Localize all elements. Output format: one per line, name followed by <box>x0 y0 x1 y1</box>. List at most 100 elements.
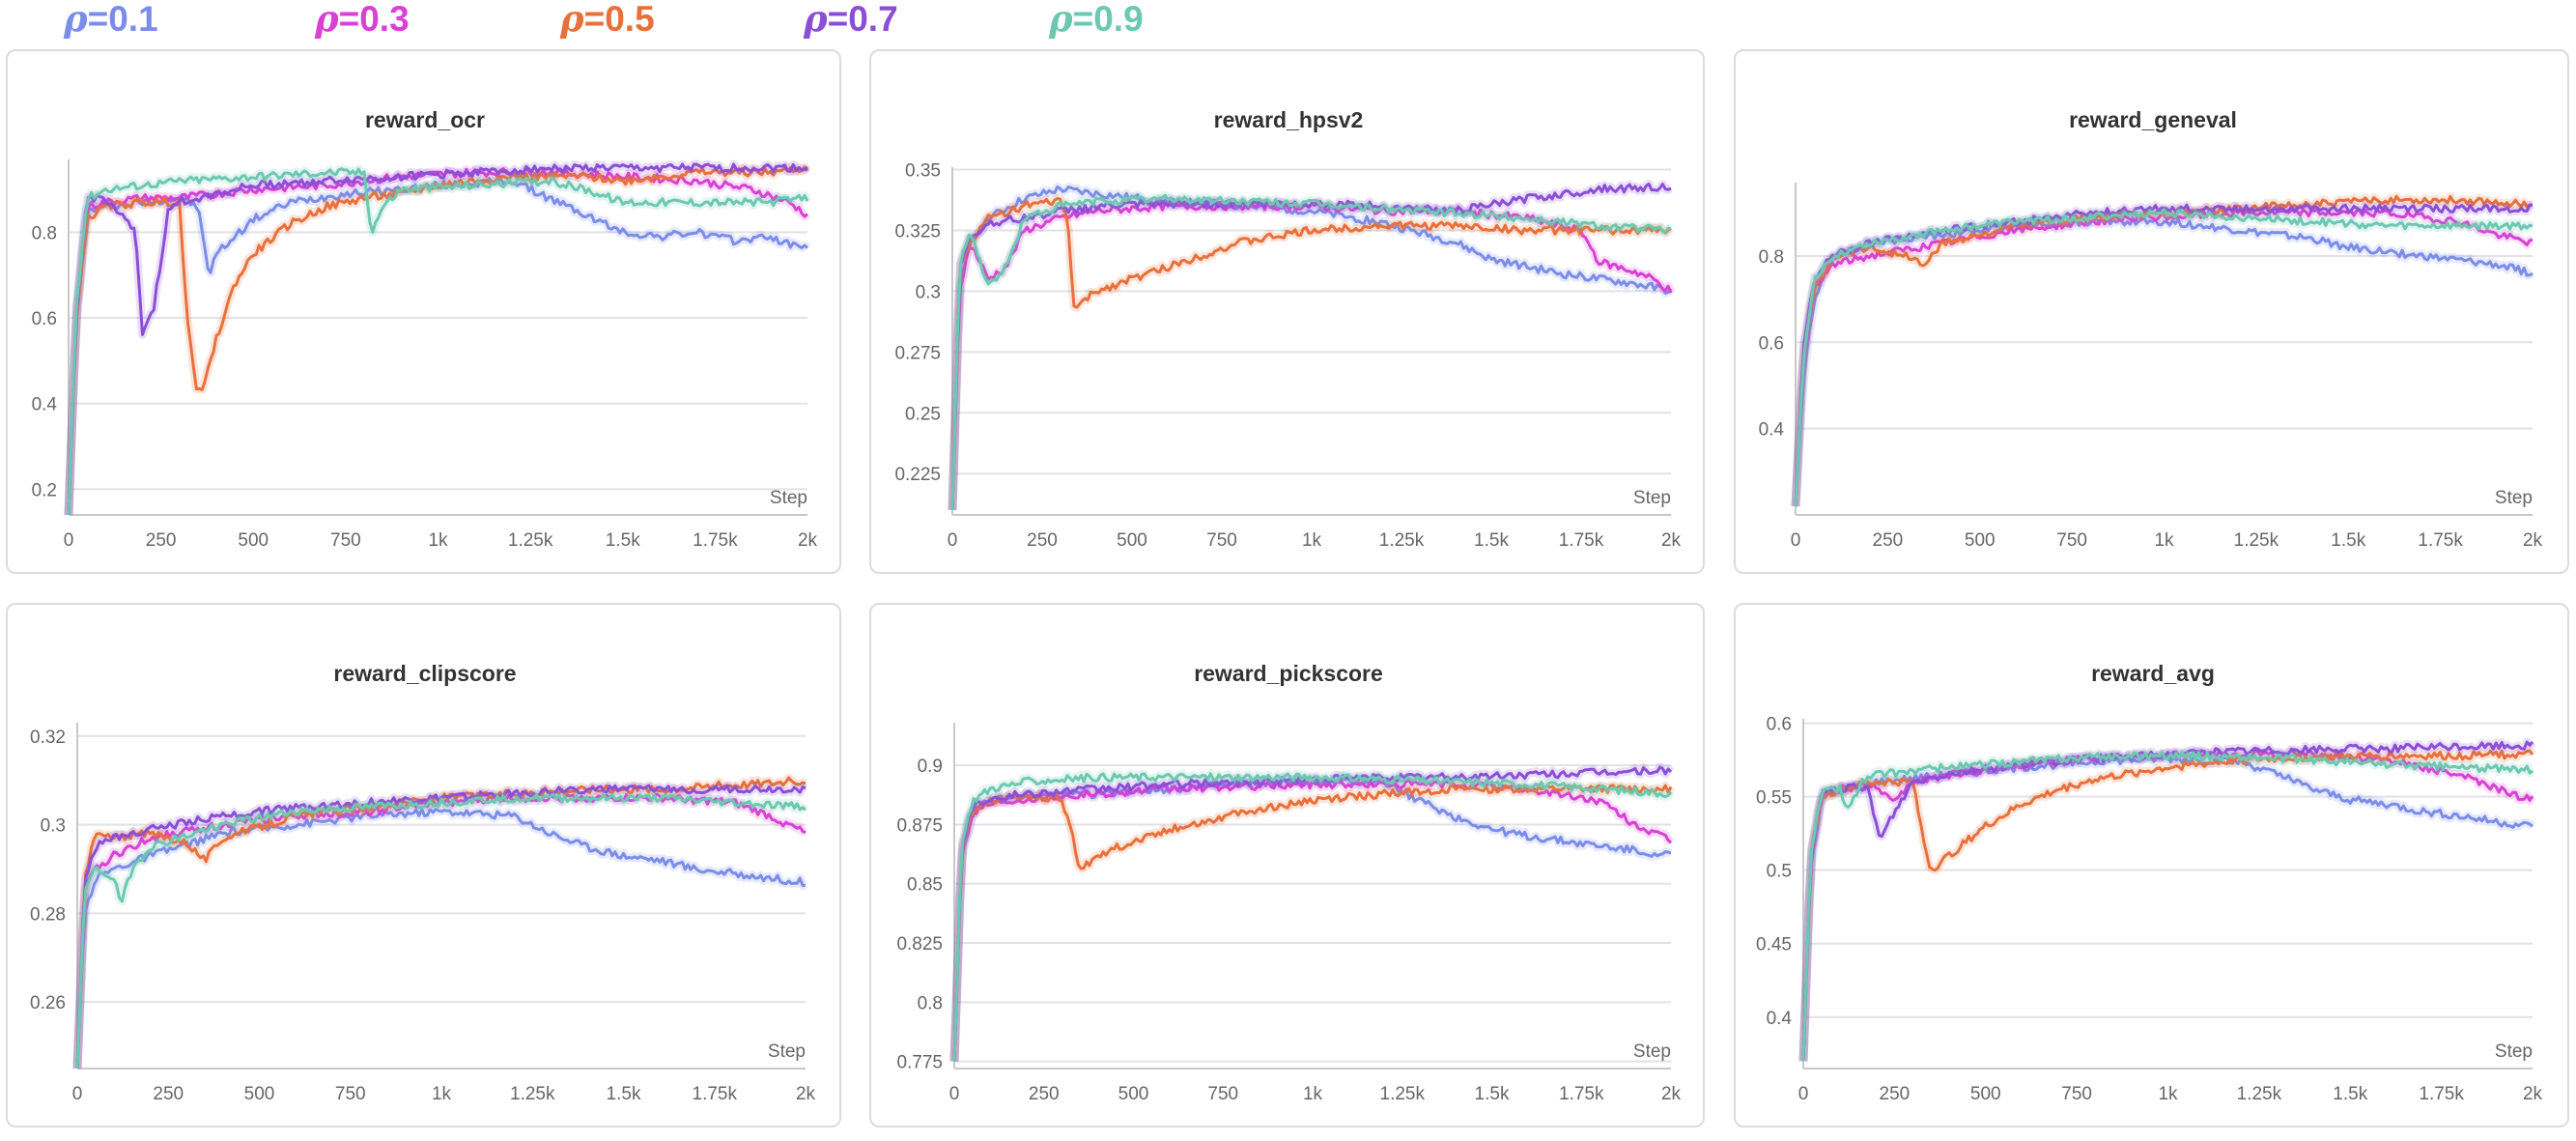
x-tick-label: 0 <box>949 1084 960 1104</box>
x-tick-label: 2k <box>1661 530 1682 551</box>
series-line <box>950 182 1672 511</box>
x-tick-label: 1.75k <box>1559 530 1604 551</box>
x-axis-label: Step <box>2495 488 2533 508</box>
x-tick-label: 1.75k <box>2418 530 2463 551</box>
chart-panel-reward-pickscore: reward_pickscore 0.775 0.8 0.825 0.85 0.875 0.… <box>869 603 1705 1127</box>
series-line <box>950 185 1673 511</box>
x-tick-label: 500 <box>238 530 269 551</box>
y-tick-label: 0.45 <box>1756 935 1792 956</box>
x-tick-label: 0 <box>64 530 74 551</box>
x-tick-label: 0 <box>1791 530 1801 551</box>
legend-label: =0.5 <box>583 0 655 39</box>
y-tick-label: 0.5 <box>1767 862 1792 882</box>
y-tick-label: 0.325 <box>894 221 941 242</box>
series-band <box>949 781 1675 1062</box>
y-tick-label: 0.4 <box>32 395 58 415</box>
legend-label: =0.1 <box>87 0 158 39</box>
series-band <box>948 197 1676 511</box>
series-line <box>952 779 1673 1062</box>
x-tick-label: 1k <box>1302 530 1322 551</box>
chart-panel-reward-clipscore: reward_clipscore 0.26 0.28 0.3 0.32 0 250 500 75… <box>6 603 841 1127</box>
y-tick-label: 0.225 <box>894 465 941 485</box>
legend-rho-symbol: ρ <box>315 0 339 40</box>
x-tick-label: 1k <box>2154 530 2174 551</box>
x-tick-label: 250 <box>1029 1084 1060 1104</box>
y-tick-label: 0.825 <box>896 934 943 955</box>
series-line <box>67 162 809 516</box>
y-tick-label: 0.4 <box>1767 1009 1793 1029</box>
series-line <box>1801 749 2534 1062</box>
chart-svg: reward_avg 0.4 0.45 0.5 0.55 0.6 0 250 500 750 1k 1… <box>1756 661 2543 1104</box>
x-tick-label: 1.5k <box>2333 1084 2367 1104</box>
x-tick-label: 1.25k <box>2234 530 2279 551</box>
series-line <box>1801 750 2534 1062</box>
y-tick-label: 0.8 <box>918 993 943 1013</box>
series-line <box>75 784 807 1070</box>
x-tick-label: 2k <box>1661 1084 1682 1104</box>
x-tick-label: 250 <box>153 1084 184 1104</box>
legend-item-rho-0-7: ρ=0.7 <box>804 0 898 38</box>
series-line <box>75 808 807 1070</box>
x-tick-label: 500 <box>1117 530 1147 551</box>
x-tick-label: 2k <box>796 1084 816 1104</box>
x-tick-label: 250 <box>146 530 177 551</box>
x-axis-label: Step <box>768 1041 806 1062</box>
series-line <box>67 165 809 516</box>
y-tick-label: 0.85 <box>907 875 943 896</box>
x-tick-label: 1.5k <box>2331 530 2365 551</box>
x-tick-label: 1k <box>428 530 448 551</box>
x-tick-label: 750 <box>1206 530 1237 551</box>
x-tick-label: 1.75k <box>693 530 738 551</box>
chart-panel-reward-geneval: reward_geneval 0.4 0.6 0.8 0 250 500 750 1k 1.25k… <box>1734 49 2569 574</box>
series-line <box>1794 208 2534 507</box>
chart-svg: reward_clipscore 0.26 0.28 0.3 0.32 0 250 500 75… <box>30 661 816 1104</box>
chart-svg: reward_ocr 0.2 0.4 0.6 0.8 0 250 500 750 1k 1.25k 1… <box>32 107 818 551</box>
y-tick-label: 0.6 <box>1759 333 1784 354</box>
chart-panel-reward-hpsv2: reward_hpsv2 0.225 0.25 0.275 0.3 0.325 0.35 0 2… <box>869 49 1705 574</box>
x-tick-label: 750 <box>1207 1084 1238 1104</box>
x-tick-label: 1k <box>432 1084 452 1104</box>
series-band <box>948 194 1674 511</box>
x-tick-label: 1k <box>2158 1084 2178 1104</box>
x-tick-label: 1.5k <box>1475 1084 1510 1104</box>
legend-rho-symbol: ρ <box>560 0 584 40</box>
y-tick-label: 0.8 <box>1759 247 1784 268</box>
x-tick-label: 1.5k <box>607 1084 641 1104</box>
legend-rho-symbol: ρ <box>64 0 88 40</box>
x-tick-label: 1.25k <box>1380 1084 1426 1104</box>
y-tick-label: 0.35 <box>905 161 941 182</box>
x-tick-label: 2k <box>2523 530 2543 551</box>
x-tick-label: 500 <box>244 1084 275 1104</box>
series-line <box>950 193 1672 511</box>
x-axis-label: Step <box>1633 488 1671 508</box>
y-tick-label: 0.8 <box>32 223 57 243</box>
chart-title: reward_pickscore <box>1194 661 1383 686</box>
x-tick-label: 250 <box>1880 1084 1911 1104</box>
x-tick-label: 250 <box>1027 530 1058 551</box>
x-tick-label: 1.75k <box>693 1084 738 1104</box>
y-tick-label: 0.6 <box>32 309 57 329</box>
series-line <box>67 167 808 516</box>
x-axis-label: Step <box>2495 1041 2533 1062</box>
x-tick-label: 1k <box>1303 1084 1323 1104</box>
legend-label: =0.9 <box>1072 0 1144 39</box>
y-tick-label: 0.275 <box>894 343 941 363</box>
series-line <box>1794 194 2534 507</box>
legend: ρ=0.1 ρ=0.3 ρ=0.5 ρ=0.7 ρ=0.9 <box>0 0 2576 43</box>
chart-title: reward_ocr <box>365 107 485 132</box>
x-tick-label: 250 <box>1873 530 1904 551</box>
x-axis-label: Step <box>1633 1041 1671 1062</box>
chart-title: reward_avg <box>2091 661 2215 686</box>
chart-title: reward_hpsv2 <box>1214 107 1364 132</box>
chart-title: reward_clipscore <box>333 661 516 686</box>
x-tick-label: 1.25k <box>1379 530 1425 551</box>
x-tick-label: 750 <box>330 530 361 551</box>
series-line <box>75 792 807 1070</box>
chart-svg: reward_pickscore 0.775 0.8 0.825 0.85 0.875 0.… <box>896 661 1682 1104</box>
series-line <box>1801 740 2534 1062</box>
x-tick-label: 750 <box>335 1084 366 1104</box>
legend-label: =0.7 <box>827 0 898 39</box>
x-tick-label: 1.75k <box>1559 1084 1604 1104</box>
x-tick-label: 500 <box>1118 1084 1149 1104</box>
series-line <box>950 197 1672 511</box>
